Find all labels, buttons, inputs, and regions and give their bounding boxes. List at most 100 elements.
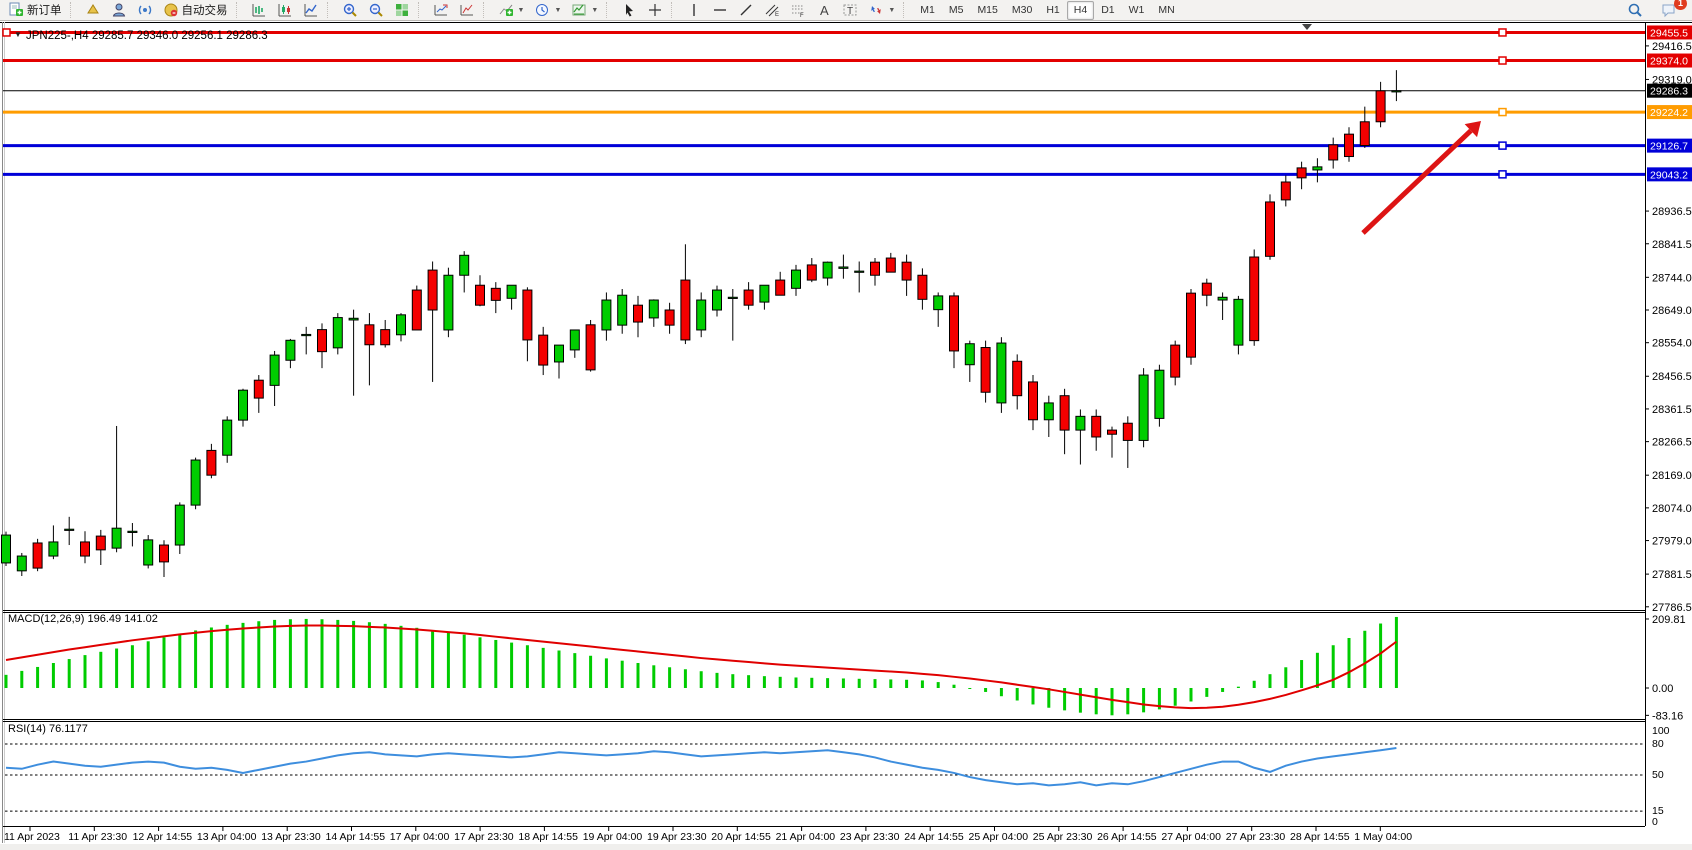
notifications-button[interactable]: 1 bbox=[1656, 0, 1687, 20]
timeframe-mn-button[interactable]: MN bbox=[1158, 3, 1175, 16]
rsi-level-label: 100 bbox=[1652, 725, 1670, 737]
resistance-line-1-anchor[interactable] bbox=[1498, 28, 1507, 37]
date-label: 1 May 04:00 bbox=[1354, 831, 1412, 843]
market-watch-icon bbox=[86, 4, 99, 14]
bar-chart-button[interactable] bbox=[246, 0, 272, 20]
macd-histogram-bar bbox=[920, 680, 924, 688]
timeframe-h4-button[interactable]: H4 bbox=[1066, 0, 1095, 20]
date-label: 28 Apr 14:55 bbox=[1290, 831, 1350, 843]
timeframe-m5-button[interactable]: M5 bbox=[948, 3, 964, 16]
signals-button[interactable] bbox=[132, 0, 158, 20]
candle-bearish bbox=[1265, 201, 1275, 257]
candle-bullish bbox=[348, 317, 359, 321]
macd-histogram-bar bbox=[715, 672, 719, 688]
candle-bullish bbox=[759, 284, 770, 303]
price-badge-label: 29374.0 bbox=[1650, 56, 1688, 68]
price-shift-marker-icon[interactable] bbox=[1302, 24, 1312, 30]
blue-level-line-2-anchor[interactable] bbox=[1498, 170, 1507, 179]
macd-histogram-bar bbox=[794, 677, 798, 688]
autotrade-button[interactable]: 自动交易 bbox=[158, 0, 233, 20]
periods-button[interactable]: ▼ bbox=[529, 0, 566, 20]
trend-arrow-annotation[interactable] bbox=[1361, 128, 1473, 235]
macd-histogram-bar bbox=[826, 678, 830, 688]
add-indicator-button[interactable]: ▼ bbox=[493, 0, 530, 20]
symbol-dropdown-icon[interactable]: ▼ bbox=[14, 30, 22, 39]
market-watch-button[interactable] bbox=[80, 0, 106, 20]
candle-bullish bbox=[143, 539, 154, 566]
candle-bearish bbox=[80, 541, 90, 557]
timeframe-d1-button[interactable]: D1 bbox=[1101, 3, 1115, 16]
zoom-out-button[interactable] bbox=[363, 0, 389, 20]
new-order-button[interactable]: 新订单 bbox=[3, 0, 67, 20]
macd-histogram-bar bbox=[99, 651, 103, 688]
price-badge bbox=[1647, 167, 1692, 182]
candlestick-chart-button[interactable] bbox=[272, 0, 298, 20]
candle-bearish bbox=[1296, 167, 1307, 179]
timeframe-m15-button[interactable]: M15 bbox=[977, 3, 998, 16]
candle-bearish bbox=[1186, 292, 1196, 358]
timeframe-m30-button[interactable]: M30 bbox=[1011, 3, 1033, 16]
macd-histogram-bar bbox=[905, 679, 909, 688]
horizontal-line-tool-button[interactable] bbox=[707, 0, 733, 20]
data-window-button[interactable] bbox=[454, 0, 480, 20]
candle-bearish bbox=[159, 544, 169, 563]
candle-bearish bbox=[1280, 181, 1291, 201]
resistance-line-2-anchor[interactable] bbox=[1498, 56, 1507, 65]
chart-background bbox=[0, 21, 1692, 850]
svg-text:T: T bbox=[847, 6, 853, 17]
candle-bullish bbox=[822, 261, 833, 279]
macd-histogram-bar bbox=[1284, 667, 1288, 688]
cursor-tool-button[interactable] bbox=[616, 0, 642, 20]
trendline-tool-button[interactable] bbox=[733, 0, 759, 20]
macd-histogram-bar bbox=[383, 623, 387, 688]
macd-histogram-bar bbox=[1110, 688, 1114, 716]
candle-bullish bbox=[48, 541, 59, 557]
candle-bullish bbox=[1043, 402, 1054, 421]
candle-bullish bbox=[64, 528, 75, 531]
arrows-tool-button[interactable]: ▼ bbox=[863, 0, 900, 20]
new-chart-button[interactable] bbox=[428, 0, 454, 20]
macd-histogram-bar bbox=[273, 619, 277, 688]
macd-histogram-bar bbox=[510, 642, 514, 688]
price-badge-label: 29043.2 bbox=[1650, 169, 1688, 181]
crosshair-tool-button[interactable] bbox=[642, 0, 668, 20]
templates-button[interactable]: ▼ bbox=[566, 0, 603, 20]
date-label: 13 Apr 23:30 bbox=[261, 831, 321, 843]
timeframe-w1-button[interactable]: W1 bbox=[1128, 3, 1145, 16]
equidistant-channel-tool-button[interactable]: E bbox=[759, 0, 785, 20]
macd-histogram-bar bbox=[589, 655, 593, 688]
macd-histogram-bar bbox=[683, 669, 687, 688]
fibonacci-tool-button[interactable]: F bbox=[785, 0, 811, 20]
blue-level-line-1-anchor[interactable] bbox=[1498, 141, 1507, 150]
resistance-line-1-left-anchor[interactable] bbox=[2, 28, 11, 37]
line-chart-button[interactable] bbox=[298, 0, 324, 20]
candle-bullish bbox=[569, 329, 580, 351]
candle-bullish bbox=[459, 254, 470, 276]
price-badge-label: 29126.7 bbox=[1650, 141, 1688, 153]
tile-windows-button[interactable] bbox=[389, 0, 415, 20]
accounts-button[interactable] bbox=[106, 0, 132, 20]
candle-bullish bbox=[506, 284, 517, 299]
toolbar-separator bbox=[326, 2, 334, 18]
macd-histogram-bar bbox=[431, 630, 435, 688]
timeframe-m1-button[interactable]: M1 bbox=[920, 3, 935, 16]
date-label: 23 Apr 23:30 bbox=[840, 831, 900, 843]
candle-bearish bbox=[253, 379, 264, 399]
timeframe-h1-button[interactable]: H1 bbox=[1046, 3, 1060, 16]
search-button[interactable] bbox=[1622, 0, 1648, 20]
candle-bullish bbox=[1312, 166, 1323, 171]
candle-bearish bbox=[411, 289, 422, 331]
notification-badge: 1 bbox=[1674, 0, 1687, 10]
price-badge bbox=[1647, 53, 1692, 68]
macd-histogram-bar bbox=[446, 632, 450, 688]
text-label-tool-button[interactable]: T bbox=[837, 0, 863, 20]
text-tool-button[interactable]: A bbox=[811, 0, 837, 20]
trend-arrow-head[interactable] bbox=[1464, 121, 1481, 138]
candle-bullish bbox=[696, 299, 707, 331]
orange-level-line-anchor[interactable] bbox=[1498, 107, 1507, 117]
price-tick-label: 28074.0 bbox=[1652, 503, 1692, 515]
date-label: 25 Apr 23:30 bbox=[1033, 831, 1093, 843]
vertical-line-tool-button[interactable] bbox=[681, 0, 707, 20]
zoom-in-button[interactable] bbox=[337, 0, 363, 20]
